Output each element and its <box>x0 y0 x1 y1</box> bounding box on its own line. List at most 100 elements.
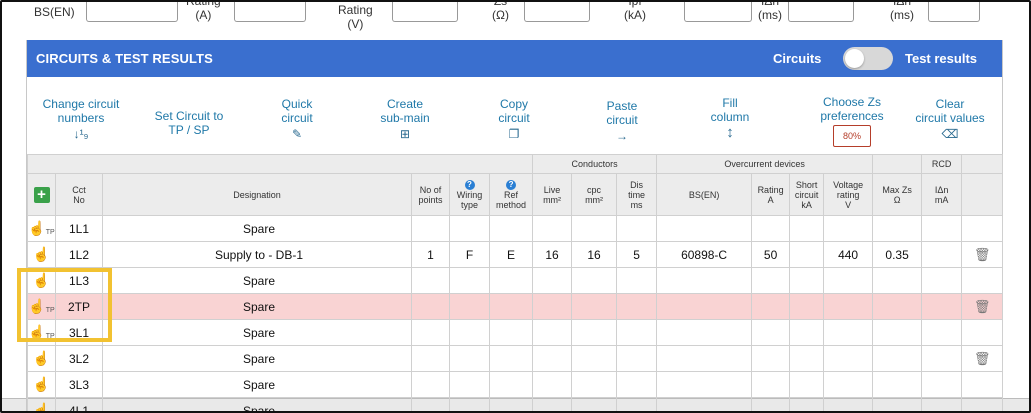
cell-designation[interactable]: Spare <box>102 267 412 294</box>
row-select-cell[interactable]: ☝ <box>27 397 56 413</box>
cell-ref[interactable] <box>488 397 534 413</box>
cell-cpc[interactable] <box>571 215 618 242</box>
cell-idn[interactable] <box>921 267 963 294</box>
cell-ref[interactable]: E <box>488 241 534 268</box>
cell-designation[interactable]: Spare <box>102 319 412 346</box>
cell-bsen[interactable] <box>656 293 753 320</box>
cell-ref[interactable] <box>488 345 534 372</box>
idn-input-2[interactable] <box>928 0 980 22</box>
cell-live[interactable] <box>532 371 573 398</box>
pointer-hand-icon[interactable]: ☝ <box>28 220 46 236</box>
cell-maxzs[interactable] <box>872 293 923 320</box>
cell-live[interactable] <box>532 267 573 294</box>
cell-maxzs[interactable] <box>872 319 923 346</box>
cell-short[interactable] <box>789 319 825 346</box>
add-circuit-button[interactable]: + <box>33 186 50 203</box>
cell-distime[interactable] <box>616 293 658 320</box>
quick-circuit-button[interactable]: Quick circuit ✎ <box>271 97 323 141</box>
row-select-cell[interactable]: ☝ <box>27 241 56 268</box>
cell-rating[interactable] <box>751 215 791 242</box>
cell-cct-no[interactable]: 4L1 <box>55 397 103 413</box>
cell-idn[interactable] <box>921 371 963 398</box>
fill-column-button[interactable]: Fill column ↕ <box>705 96 755 140</box>
row-select-cell[interactable]: ☝TP <box>27 215 56 242</box>
cell-ref[interactable] <box>488 371 534 398</box>
cell-live[interactable]: 16 <box>532 241 573 268</box>
cell-cpc[interactable] <box>571 319 618 346</box>
cell-live[interactable] <box>532 345 573 372</box>
cell-designation[interactable]: Spare <box>102 397 412 413</box>
cell-short[interactable] <box>789 293 825 320</box>
cell-voltage[interactable] <box>823 293 874 320</box>
cell-short[interactable] <box>789 267 825 294</box>
cell-points[interactable] <box>411 267 450 294</box>
toggle-label-test-results[interactable]: Test results <box>905 51 978 66</box>
paste-circuit-button[interactable]: Paste circuit → <box>597 99 647 143</box>
cell-wiring[interactable] <box>449 371 490 398</box>
zs-percent-badge[interactable]: 80% <box>832 125 871 147</box>
cell-bsen[interactable] <box>656 215 753 242</box>
cell-rating[interactable] <box>751 293 791 320</box>
cell-ref[interactable] <box>488 215 534 242</box>
cell-points[interactable] <box>411 345 450 372</box>
cell-cct-no[interactable]: 1L2 <box>55 241 103 268</box>
set-circuit-tp-sp-button[interactable]: Set Circuit to TP / SP <box>151 109 227 137</box>
toggle-label-circuits[interactable]: Circuits <box>773 51 822 66</box>
cell-live[interactable] <box>532 215 573 242</box>
cell-designation[interactable]: Spare <box>102 293 412 320</box>
cell-designation[interactable]: Spare <box>102 215 412 242</box>
view-toggle-switch[interactable] <box>843 47 893 70</box>
cell-rating[interactable]: 50 <box>751 241 791 268</box>
trash-icon[interactable]: 🗑 <box>973 350 991 366</box>
cell-idn[interactable] <box>921 345 963 372</box>
cell-distime[interactable]: 5 <box>616 241 658 268</box>
pointer-hand-icon[interactable]: ☝ <box>28 298 46 314</box>
cell-distime[interactable] <box>616 267 658 294</box>
cell-designation[interactable]: Spare <box>102 345 412 372</box>
cell-rating[interactable] <box>751 319 791 346</box>
bsen-input[interactable] <box>86 0 178 22</box>
cell-cpc[interactable] <box>571 371 618 398</box>
cell-wiring[interactable] <box>449 293 490 320</box>
cell-live[interactable] <box>532 293 573 320</box>
ipf-input[interactable] <box>684 0 752 22</box>
cell-bsen[interactable] <box>656 319 753 346</box>
cell-voltage[interactable] <box>823 397 874 413</box>
cell-cct-no[interactable]: 1L3 <box>55 267 103 294</box>
cell-short[interactable] <box>789 397 825 413</box>
cell-rating[interactable] <box>751 371 791 398</box>
pointer-hand-icon[interactable]: ☝ <box>28 324 46 340</box>
wiring-type-help-icon[interactable]: ? <box>464 180 475 190</box>
cell-points[interactable] <box>411 371 450 398</box>
cell-cpc[interactable] <box>571 345 618 372</box>
cell-points[interactable] <box>411 293 450 320</box>
pointer-hand-icon[interactable]: ☝ <box>32 350 51 366</box>
cell-cct-no[interactable]: 3L2 <box>55 345 103 372</box>
cell-rating[interactable] <box>751 267 791 294</box>
cell-distime[interactable] <box>616 371 658 398</box>
cell-voltage[interactable] <box>823 371 874 398</box>
row-select-cell[interactable]: ☝ <box>27 371 56 398</box>
cell-bsen[interactable] <box>656 345 753 372</box>
pointer-hand-icon[interactable]: ☝ <box>32 246 51 262</box>
pointer-hand-icon[interactable]: ☝ <box>32 376 51 392</box>
cell-wiring[interactable] <box>449 345 490 372</box>
cell-points[interactable]: 1 <box>411 241 450 268</box>
cell-rating[interactable] <box>751 345 791 372</box>
cell-wiring[interactable] <box>449 267 490 294</box>
trash-icon[interactable]: 🗑 <box>973 246 991 262</box>
cell-rating[interactable] <box>751 397 791 413</box>
cell-maxzs[interactable] <box>872 345 923 372</box>
change-circuit-numbers-button[interactable]: Change circuit numbers ↓¹₉ <box>39 97 123 141</box>
cell-short[interactable] <box>789 345 825 372</box>
choose-zs-preferences-button[interactable]: Choose Zs preferences 80% <box>801 95 903 147</box>
cell-voltage[interactable] <box>823 215 874 242</box>
cell-short[interactable] <box>789 241 825 268</box>
cell-wiring[interactable] <box>449 397 490 413</box>
row-select-cell[interactable]: ☝ <box>27 345 56 372</box>
cell-maxzs[interactable] <box>872 371 923 398</box>
create-sub-main-button[interactable]: Create sub-main ⊞ <box>373 97 437 141</box>
cell-live[interactable] <box>532 319 573 346</box>
cell-voltage[interactable] <box>823 267 874 294</box>
cell-cpc[interactable] <box>571 267 618 294</box>
